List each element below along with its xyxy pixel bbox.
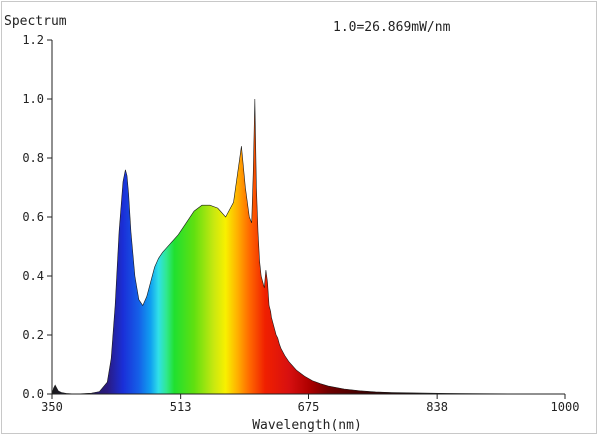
y-axis-ticks: 0.0 0.2 0.4 0.6 0.8 1.0 1.2	[22, 33, 52, 401]
y-tick-label: 1.0	[22, 92, 44, 106]
y-tick-label: 0.8	[22, 151, 44, 165]
spectrum-area	[52, 99, 565, 394]
x-tick-label: 513	[170, 400, 192, 414]
x-tick-label: 1000	[551, 400, 580, 414]
chart-annotation: 1.0=26.869mW/nm	[333, 20, 451, 35]
y-tick-label: 0.0	[22, 387, 44, 401]
chart-title: Spectrum	[4, 14, 67, 29]
spectrum-line	[52, 98, 565, 394]
x-tick-label: 350	[41, 400, 63, 414]
x-tick-label: 675	[298, 400, 320, 414]
x-axis-ticks: 350 513 675 838 1000	[41, 394, 579, 414]
x-axis-label: Wavelength(nm)	[252, 418, 362, 433]
y-tick-label: 0.6	[22, 210, 44, 224]
y-tick-label: 0.2	[22, 328, 44, 342]
y-tick-label: 1.2	[22, 33, 44, 47]
y-tick-label: 0.4	[22, 269, 44, 283]
x-tick-label: 838	[426, 400, 448, 414]
